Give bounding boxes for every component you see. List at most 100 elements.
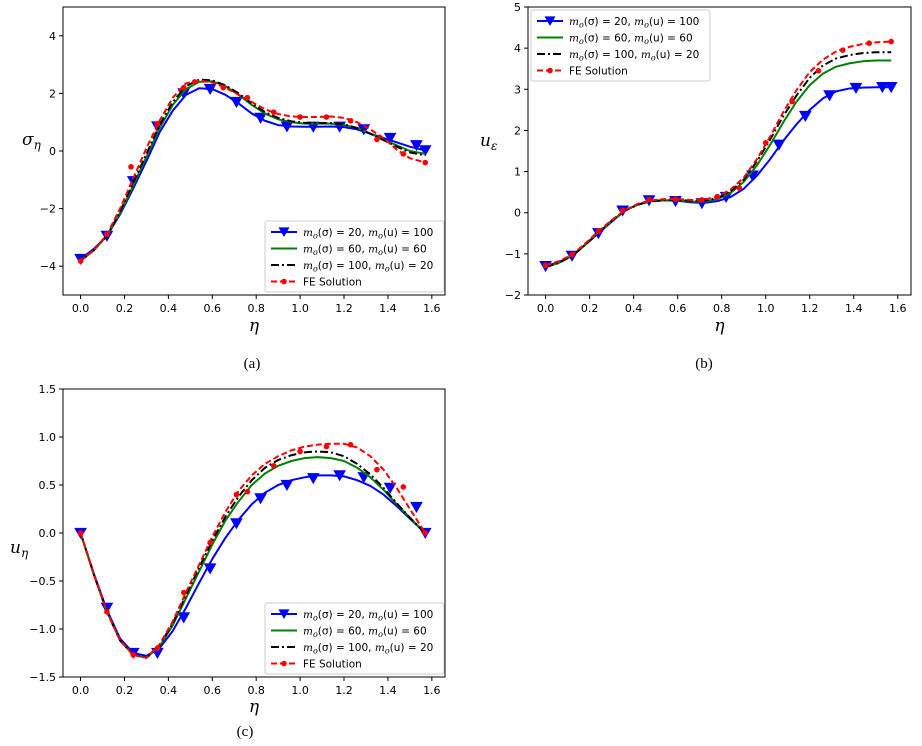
x-tick-label: 1.6 (889, 302, 907, 315)
x-axis-label: η (714, 316, 725, 336)
data-point-marker (699, 197, 705, 203)
data-point-marker (619, 207, 626, 214)
data-point-marker (884, 82, 898, 94)
data-point-marker (347, 441, 354, 448)
x-tick-label: 1.0 (291, 302, 309, 315)
data-point-marker (323, 114, 330, 120)
data-point-marker (230, 518, 243, 530)
data-point-marker (244, 488, 251, 495)
y-tick-label: 5 (514, 1, 521, 14)
legend-marker (278, 227, 290, 237)
data-point-marker (410, 501, 423, 514)
x-tick-label: 1.2 (801, 302, 819, 315)
legend-marker (281, 660, 287, 667)
panel-b: 0.0 0.2 0.4 0.6 0.8 1.0 1.2 1.4 1.6 −2 −1 0 1 2 3 4 5 η uε… (480, 1, 912, 372)
series-line-4 (79, 442, 427, 659)
data-point-marker (270, 463, 277, 469)
data-point-marker (418, 145, 432, 157)
data-point-marker (798, 110, 812, 122)
x-tick-label: 0.2 (116, 302, 134, 315)
panel-caption: (a) (244, 356, 261, 372)
x-tick-label: 1.4 (379, 302, 397, 315)
panel-caption: (b) (695, 356, 713, 372)
x-tick-label: 1.6 (423, 684, 441, 697)
data-point-marker (280, 479, 294, 491)
legend-label-2: mo(σ) = 60, mo(u) = 60 (303, 626, 427, 640)
legend-marker (281, 278, 287, 285)
data-point-marker (383, 132, 397, 144)
data-point-marker (254, 493, 267, 505)
data-point-marker (542, 262, 549, 269)
y-tick-label: −0.5 (29, 575, 56, 588)
legend-label-2: mo(σ) = 60, mo(u) = 60 (303, 244, 427, 258)
x-axis-label: η (249, 316, 260, 336)
x-tick-label: 0.2 (581, 302, 599, 315)
data-point-marker (876, 82, 889, 94)
axes-frame (527, 6, 912, 296)
legend-label-1: mo(σ) = 20, mo(u) = 100 (303, 609, 433, 623)
data-point-marker (888, 38, 894, 45)
x-tick-label: 1.2 (335, 302, 353, 315)
legend: mo(σ) = 20, mo(u) = 100 mo(σ) = 60, mo(u)… (264, 602, 445, 675)
data-point-marker (128, 164, 134, 170)
data-point-marker (254, 112, 267, 124)
data-point-marker (306, 473, 320, 485)
x-tick-label: 0.8 (713, 302, 731, 315)
data-point-marker (347, 117, 354, 124)
series-group (74, 78, 432, 265)
x-tick-label: 0.4 (625, 302, 643, 315)
data-point-marker (154, 120, 161, 127)
x-tick-label: 1.4 (379, 684, 397, 697)
series-line-4 (79, 79, 426, 262)
legend-label-4: FE Solution (303, 659, 362, 671)
x-tick-label: 0.4 (160, 684, 178, 697)
series-group (539, 38, 898, 273)
data-point-marker (323, 443, 330, 450)
y-axis-label: uε (480, 131, 497, 153)
data-point-marker (383, 482, 397, 494)
data-point-marker (422, 159, 429, 166)
legend-marker (547, 67, 553, 74)
data-point-marker (823, 90, 836, 102)
data-point-marker (400, 484, 407, 490)
series-line-1 (79, 474, 426, 657)
data-point-marker (104, 608, 110, 615)
x-tick-label: 0.8 (247, 302, 265, 315)
data-point-marker (595, 228, 602, 235)
x-tick-label: 0.0 (72, 684, 90, 697)
data-point-marker (244, 94, 251, 101)
x-tick-label: 0.2 (116, 684, 134, 697)
legend-label-3: mo(σ) = 100, mo(u) = 20 (303, 642, 433, 656)
y-tick-label: 1.5 (39, 383, 57, 396)
y-tick-label: −2 (40, 203, 56, 216)
data-point-marker (672, 196, 679, 202)
data-point-marker (230, 96, 243, 108)
x-tick-label: 1.0 (291, 684, 309, 697)
data-point-marker (154, 645, 161, 651)
y-tick-label: 0 (514, 207, 521, 220)
y-tick-label: −4 (40, 260, 56, 273)
legend-label-3: mo(σ) = 100, mo(u) = 20 (303, 260, 433, 274)
y-tick-label: −2 (505, 289, 521, 302)
y-tick-label: 2 (514, 124, 521, 137)
series-group (74, 441, 432, 659)
x-tick-label: 0.0 (537, 302, 555, 315)
data-point-marker (762, 139, 769, 146)
y-tick-label: −1 (505, 248, 521, 261)
legend-label-4: FE Solution (569, 66, 628, 78)
data-point-marker (191, 79, 198, 85)
legend: mo(σ) = 20, mo(u) = 100 mo(σ) = 60, mo(u)… (264, 220, 445, 293)
data-point-marker (772, 139, 786, 151)
panel-caption: (c) (237, 724, 254, 740)
data-point-marker (203, 83, 217, 96)
series-line-3 (79, 78, 426, 262)
y-tick-label: 0.0 (39, 527, 57, 540)
data-point-marker (233, 491, 240, 498)
y-tick-label: 1.0 (39, 431, 57, 444)
y-tick-label: 1 (514, 166, 521, 179)
data-point-marker (203, 563, 217, 575)
data-point-marker (839, 47, 846, 53)
y-tick-label: 2 (49, 87, 56, 100)
y-axis-label: ση (22, 130, 42, 152)
data-point-marker (297, 448, 303, 455)
